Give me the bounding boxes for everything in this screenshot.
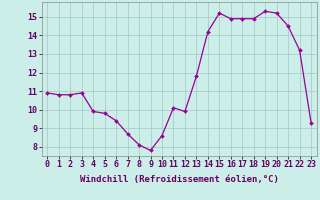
X-axis label: Windchill (Refroidissement éolien,°C): Windchill (Refroidissement éolien,°C): [80, 175, 279, 184]
